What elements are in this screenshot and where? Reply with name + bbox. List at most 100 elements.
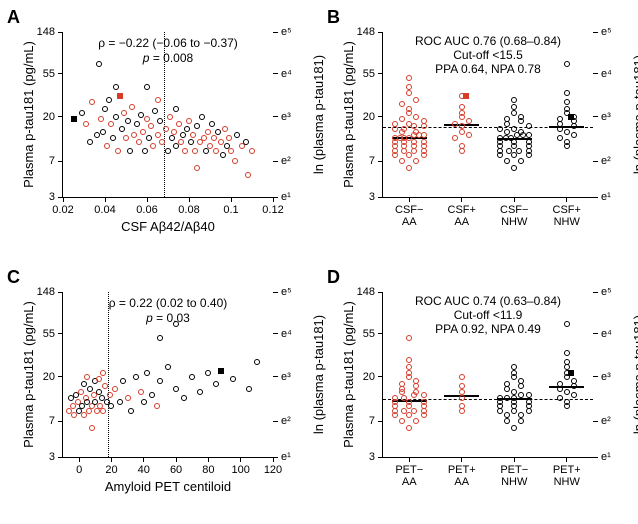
data-point [511,104,517,110]
data-point [518,378,524,384]
data-point [392,126,398,132]
data-point [222,126,228,132]
data-point [406,425,412,431]
category-label: CSF+NHW [545,204,589,228]
data-point [218,139,224,145]
data-point [207,143,213,149]
figure-root: A372055148e¹e²e³e⁴e⁵Plasma p-tau181 (pg/… [0,0,638,524]
data-point [243,139,249,145]
data-point [119,126,125,132]
data-point [144,84,150,90]
data-point [129,104,135,110]
data-point [106,97,112,103]
data-point [504,412,510,418]
data-point [421,392,427,398]
data-point [459,143,465,149]
data-point [125,395,131,401]
data-point [100,408,106,414]
median-line [549,126,584,128]
category-label: PET−AA [387,464,431,488]
data-point [406,335,412,341]
data-point [406,121,412,127]
data-point [218,368,224,374]
data-point [399,116,405,122]
data-point [516,148,522,154]
data-point [568,114,574,120]
data-point [399,158,405,164]
data-point [136,139,142,145]
data-point [511,389,517,395]
data-point [511,126,517,132]
data-point [413,418,419,424]
data-point [406,90,412,96]
data-point [87,139,93,145]
data-point [115,148,121,154]
data-point [413,114,419,120]
data-point [564,399,570,405]
stat-ppa-npa: PPA 0.92, NPA 0.49 [388,322,588,336]
data-point [459,110,465,116]
data-point [79,110,85,116]
data-point [413,389,419,395]
panel-label-B: B [327,7,340,28]
data-point [228,148,234,154]
data-point [133,374,139,380]
data-point [134,121,140,127]
data-point [571,132,577,138]
data-point [504,386,510,392]
data-point [194,123,200,129]
data-point [209,121,215,127]
data-point [452,121,458,127]
data-point [421,139,427,145]
data-point [401,126,407,132]
data-point [165,364,171,370]
data-point [399,101,405,107]
stat-rho: ρ = −0.22 (−0.06 to −0.37) [68,36,268,50]
data-point [141,399,147,405]
data-point [511,370,517,376]
category-label: CSF−NHW [492,204,536,228]
data-point [192,148,198,154]
data-point [113,84,119,90]
data-point [148,123,154,129]
data-point [150,143,156,149]
data-point [564,90,570,96]
data-point [526,132,532,138]
data-point [96,376,102,382]
data-point [100,370,106,376]
data-point [564,99,570,105]
data-point [406,84,412,90]
data-point [564,139,570,145]
panel-label-C: C [7,267,20,288]
data-point [497,126,503,132]
data-point [102,106,108,112]
plot-D: 372055148e¹e²e³e⁴e⁵Plasma p-tau181 (pg/m… [382,292,593,458]
category-label: CSF−AA [387,204,431,228]
y-axis-label-left: Plasma p-tau181 (pg/mL) [341,32,356,197]
data-point [504,418,510,424]
data-point [123,135,129,141]
median-line [549,386,584,388]
data-point [169,135,175,141]
data-point [146,135,152,141]
data-point [518,383,524,389]
data-point [413,97,419,103]
category-label: CSF+AA [440,204,484,228]
data-point [138,112,144,118]
data-point [155,132,161,138]
data-point [81,381,87,387]
data-point [459,389,465,395]
data-point [526,139,532,145]
data-point [413,158,419,164]
data-point [197,389,203,395]
category-label: PET+NHW [545,464,589,488]
data-point [459,104,465,110]
data-point [421,123,427,129]
data-point [98,116,104,122]
data-point [157,335,163,341]
data-point [557,381,563,387]
data-point [254,359,260,365]
data-point [152,108,158,114]
data-point [100,129,106,135]
data-point [518,158,524,164]
